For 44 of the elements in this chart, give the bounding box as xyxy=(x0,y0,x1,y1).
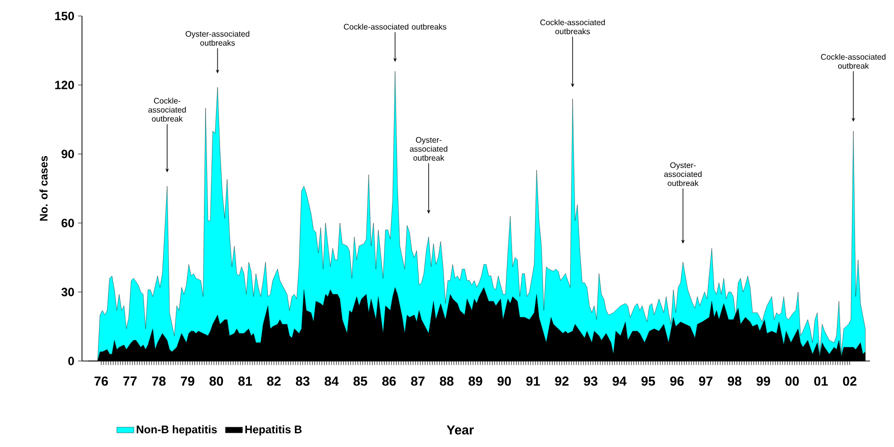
x-tick-label: 88 xyxy=(440,376,454,386)
x-axis-title: Year xyxy=(446,425,474,435)
y-tick-label: 60 xyxy=(62,218,74,228)
x-tick-label: 94 xyxy=(612,376,627,386)
x-tick-label: 84 xyxy=(324,376,339,386)
annotation: Oyster-associated outbreak xyxy=(410,137,448,161)
x-tick-label: 93 xyxy=(584,376,598,386)
x-tick-label: 97 xyxy=(698,376,712,386)
x-tick-label: 87 xyxy=(411,376,425,386)
annotation: Oyster-associated outbreak xyxy=(664,162,702,186)
x-tick-label: 91 xyxy=(526,376,540,386)
y-tick-label: 120 xyxy=(55,80,74,90)
annotation: Oyster-associated outbreaks xyxy=(186,30,250,46)
legend-label: Hepatitis B xyxy=(245,425,302,436)
x-tick-label: 78 xyxy=(152,376,166,386)
x-tick-label: 76 xyxy=(94,376,108,386)
x-tick-label: 02 xyxy=(843,376,856,386)
y-tick-label: 150 xyxy=(55,12,74,20)
x-tick-label: 95 xyxy=(641,376,656,386)
x-tick-label: 86 xyxy=(382,376,396,386)
x-tick-label: 01 xyxy=(814,376,828,386)
x-tick-label: 85 xyxy=(353,376,368,386)
x-tick-label: 77 xyxy=(123,376,137,386)
x-tick-label: 89 xyxy=(468,376,482,386)
x-tick-label: 90 xyxy=(497,376,511,386)
x-tick-label: 96 xyxy=(670,376,684,386)
x-tick-label: 80 xyxy=(210,376,224,386)
x-tick-label: 98 xyxy=(728,376,742,386)
x-tick-label: 92 xyxy=(555,376,569,386)
y-tick-label: 0 xyxy=(68,356,74,366)
x-tick-label: 81 xyxy=(238,376,252,386)
x-tick-label: 82 xyxy=(267,376,281,386)
x-tick-label: 83 xyxy=(296,376,310,386)
annotation: Cockle-associated outbreak xyxy=(148,98,186,122)
legend-label: Non-B hepatitis xyxy=(136,425,217,436)
annotation: Cockle-associated outbreak xyxy=(821,54,886,69)
x-tick-label: 00 xyxy=(785,376,799,386)
y-axis-title: No. of cases xyxy=(40,156,48,221)
y-tick-label: 30 xyxy=(61,288,74,296)
x-tick-label: 79 xyxy=(180,376,194,386)
y-tick-label: 90 xyxy=(62,150,74,158)
annotation: Cockle-associated outbreaks xyxy=(540,19,605,34)
annotation: Cockle-associated outbreaks xyxy=(344,24,446,30)
x-tick-label: 99 xyxy=(756,376,770,386)
